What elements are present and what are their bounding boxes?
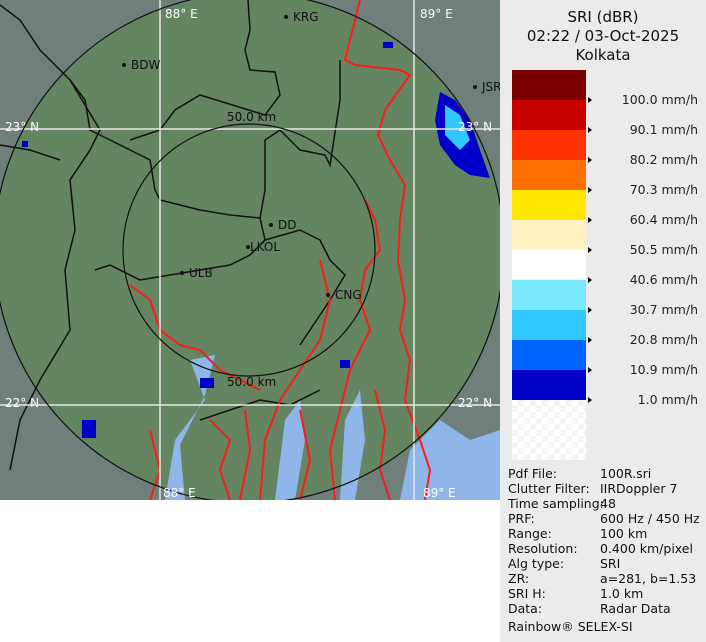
legend-swatch xyxy=(512,280,586,310)
map-background xyxy=(0,0,500,500)
range-ring-50km xyxy=(122,123,376,377)
lat-label-22n: 22° N xyxy=(5,396,39,410)
range-label-top: 50.0 km xyxy=(227,110,276,124)
legend-tick-icon xyxy=(588,307,592,313)
legend-label: 50.5 mm/h xyxy=(629,242,698,257)
legend-label: 1.0 mm/h xyxy=(637,392,698,407)
legend-tick-icon xyxy=(588,127,592,133)
city-bdw: BDW xyxy=(131,58,160,72)
legend-swatch xyxy=(512,340,586,370)
city-jsr: JSR xyxy=(481,80,500,94)
lat-label-22n-right: 22° N xyxy=(458,396,492,410)
lat-label-23n: 23° N xyxy=(5,120,39,134)
legend-swatch xyxy=(512,250,586,280)
legend-swatch xyxy=(512,190,586,220)
legend-swatch xyxy=(512,160,586,190)
no-data-swatch xyxy=(512,400,586,460)
range-area xyxy=(0,0,500,500)
city-krg: KRG xyxy=(293,10,319,24)
legend-tick-icon xyxy=(588,187,592,193)
info-value: a=281, b=1.53 xyxy=(600,571,697,586)
river-estuary xyxy=(165,355,215,500)
info-key: Alg type: xyxy=(508,556,565,571)
legend-label: 30.7 mm/h xyxy=(629,302,698,317)
timestamp: 02:22 / 03-Oct-2025 xyxy=(526,27,680,45)
info-value: 1.0 km xyxy=(600,586,644,601)
legend-tick-icon xyxy=(588,397,592,403)
product-title: SRI (dBR) xyxy=(567,8,639,26)
legend-swatch xyxy=(512,70,586,100)
info-value: 0.400 km/pixel xyxy=(600,541,693,556)
info-key: Range: xyxy=(508,526,552,541)
lon-label-88e-bottom: 88° E xyxy=(163,486,196,500)
lon-label-89e-bottom: 89° E xyxy=(423,486,456,500)
city-lkol: LKOL xyxy=(250,240,280,254)
city-ulb: ULB xyxy=(189,266,213,280)
legend-tick-icon xyxy=(588,217,592,223)
info-key: PRF: xyxy=(508,511,535,526)
city-cng: CNG xyxy=(335,288,362,302)
city-dd: DD xyxy=(278,218,296,232)
info-value: 600 Hz / 450 Hz xyxy=(600,511,700,526)
info-value: 100R.sri xyxy=(600,466,652,481)
lat-label-23n-right: 23° N xyxy=(458,120,492,134)
legend-label: 80.2 mm/h xyxy=(629,152,698,167)
legend-label: 20.8 mm/h xyxy=(629,332,698,347)
lon-label-89e: 89° E xyxy=(420,7,453,21)
info-value: SRI xyxy=(600,556,621,571)
legend-label: 70.3 mm/h xyxy=(629,182,698,197)
legend-label: 10.9 mm/h xyxy=(629,362,698,377)
legend-label: 90.1 mm/h xyxy=(629,122,698,137)
legend-tick-icon xyxy=(588,367,592,373)
lon-label-88e: 88° E xyxy=(165,7,198,21)
legend-label: 60.4 mm/h xyxy=(629,212,698,227)
site-name: Kolkata xyxy=(575,46,631,64)
legend-label: 100.0 mm/h xyxy=(621,92,698,107)
legend-tick-icon xyxy=(588,97,592,103)
legend-swatch xyxy=(512,370,586,400)
legend-label: 40.6 mm/h xyxy=(629,272,698,287)
coastal-water xyxy=(275,390,500,500)
info-key: Data: xyxy=(508,601,543,616)
rain-echoes xyxy=(22,42,490,438)
info-value: Radar Data xyxy=(600,601,671,616)
legend-tick-icon xyxy=(588,247,592,253)
legend-swatch xyxy=(512,310,586,340)
legend-swatch xyxy=(512,130,586,160)
legend-swatch xyxy=(512,100,586,130)
district-borders xyxy=(0,0,346,471)
footer-brand: Rainbow® SELEX-SI xyxy=(508,619,633,634)
info-key: Time sampling: xyxy=(508,496,604,511)
info-key: SRI H: xyxy=(508,586,546,601)
legend-tick-icon xyxy=(588,277,592,283)
info-value: 100 km xyxy=(600,526,648,541)
info-key: ZR: xyxy=(508,571,530,586)
legend-swatch xyxy=(512,220,586,250)
legend-tick-icon xyxy=(588,157,592,163)
info-key: Resolution: xyxy=(508,541,578,556)
range-label-bottom: 50.0 km xyxy=(227,375,276,389)
info-value: IIRDoppler 7 xyxy=(600,481,678,496)
radar-map[interactable]: 88° E 89° E 88° E 89° E 23° N 23° N 22° … xyxy=(0,0,500,500)
rivers xyxy=(129,0,432,500)
info-value: 48 xyxy=(600,496,616,511)
info-key: Clutter Filter: xyxy=(508,481,590,496)
legend-tick-icon xyxy=(588,337,592,343)
info-key: Pdf File: xyxy=(508,466,557,481)
lat-lon-grid xyxy=(0,0,500,500)
